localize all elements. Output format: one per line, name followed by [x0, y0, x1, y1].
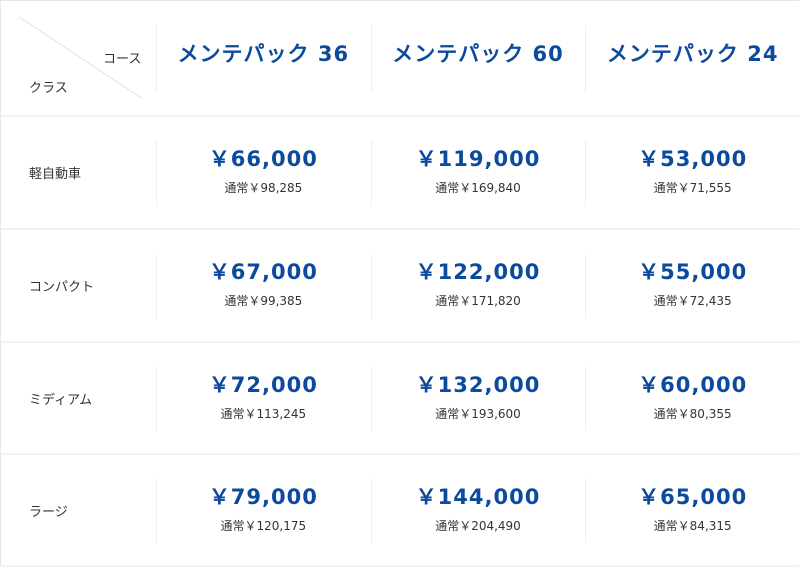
pack-price: ￥122,000 — [415, 260, 541, 284]
regular-price: 通常￥84,315 — [653, 518, 732, 533]
pack-price: ￥55,000 — [638, 260, 748, 284]
corner-cell: コース クラス — [1, 1, 156, 115]
price-cell: ￥119,000 通常￥169,840 — [370, 117, 586, 228]
pack-price: ￥79,000 — [208, 484, 318, 509]
regular-price: 通常￥204,490 — [435, 518, 521, 533]
regular-price: 通常￥80,355 — [653, 406, 732, 421]
pack-price: ￥60,000 — [638, 372, 748, 397]
price-cell: ￥67,000 通常￥99,385 — [156, 230, 371, 341]
header-row: コース クラス メンテパック 36 メンテパック 60 メンテパック 24 — [1, 1, 799, 117]
regular-price: 通常￥99,385 — [224, 294, 303, 308]
regular-price: 通常￥98,285 — [224, 181, 303, 195]
table-row: コンパクト ￥67,000 通常￥99,385 ￥122,000 通常￥171,… — [1, 230, 799, 343]
course-header: メンテパック 60 — [370, 1, 586, 115]
diagonal-divider — [19, 17, 143, 99]
pack-price: ￥53,000 — [638, 147, 748, 171]
pack-price: ￥72,000 — [208, 372, 318, 397]
class-label: クラス — [29, 81, 68, 96]
regular-price: 通常￥193,600 — [435, 406, 521, 421]
regular-price: 通常￥120,175 — [220, 518, 307, 533]
pack-price: ￥65,000 — [638, 484, 748, 509]
price-cell: ￥55,000 通常￥72,435 — [585, 230, 799, 341]
regular-price: 通常￥171,820 — [435, 294, 521, 308]
course-label: コース — [103, 52, 142, 67]
price-cell: ￥53,000 通常￥71,555 — [585, 117, 799, 228]
class-name: 軽自動車 — [29, 167, 82, 182]
price-cell: ￥65,000 通常￥84,315 — [585, 455, 799, 565]
table-row: 軽自動車 ￥66,000 通常￥98,285 ￥119,000 通常￥169,8… — [1, 117, 799, 230]
pack-price: ￥144,000 — [415, 484, 541, 509]
price-cell: ￥122,000 通常￥171,820 — [370, 230, 586, 341]
class-name: ラージ — [29, 504, 68, 520]
pack-price: ￥132,000 — [415, 372, 541, 397]
table-row: ラージ ￥79,000 通常￥120,175 ￥144,000 通常￥204,4… — [1, 455, 799, 567]
regular-price: 通常￥113,245 — [220, 406, 307, 421]
pack-price: ￥67,000 — [208, 260, 318, 284]
pack-price: ￥119,000 — [415, 147, 541, 171]
price-cell: ￥66,000 通常￥98,285 — [156, 117, 371, 228]
class-name: ミディアム — [29, 392, 93, 408]
price-cell: ￥60,000 通常￥80,355 — [585, 343, 799, 453]
regular-price: 通常￥169,840 — [435, 181, 521, 195]
course-header: メンテパック 36 — [156, 1, 371, 115]
pack-price: ￥66,000 — [208, 147, 318, 171]
price-cell: ￥144,000 通常￥204,490 — [370, 455, 586, 565]
course-header: メンテパック 24 — [585, 1, 799, 115]
price-cell: ￥132,000 通常￥193,600 — [370, 343, 586, 453]
regular-price: 通常￥71,555 — [653, 181, 732, 195]
price-cell: ￥79,000 通常￥120,175 — [156, 455, 371, 565]
price-cell: ￥72,000 通常￥113,245 — [156, 343, 371, 453]
table-row: ミディアム ￥72,000 通常￥113,245 ￥132,000 通常￥193… — [1, 343, 799, 455]
class-name: コンパクト — [29, 280, 95, 295]
regular-price: 通常￥72,435 — [653, 294, 732, 308]
